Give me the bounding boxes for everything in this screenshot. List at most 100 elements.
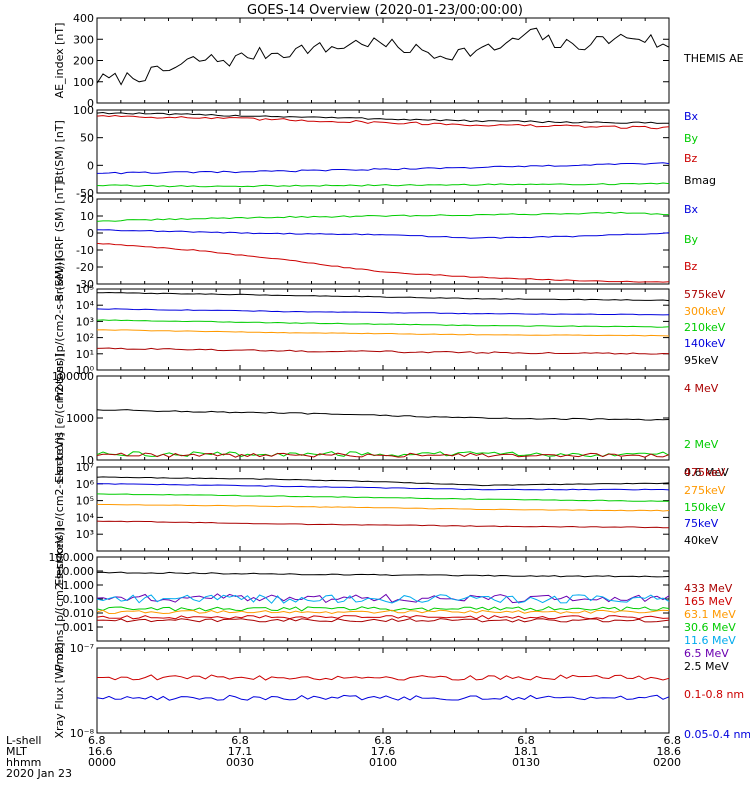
series-line xyxy=(97,28,669,84)
series-line xyxy=(97,616,669,619)
y-tick-label: 10⁴ xyxy=(76,299,95,312)
legend-entry: 140keV xyxy=(684,337,726,350)
y-tick-label: 10 xyxy=(80,210,94,223)
legend-entry: 433 MeV xyxy=(684,582,733,595)
series-line xyxy=(97,484,669,490)
legend-entry: 150keV xyxy=(684,501,726,514)
legend-entry: 300keV xyxy=(684,305,726,318)
y-tick-label: 0.100 xyxy=(63,593,95,606)
y-tick-label: 10⁻⁷ xyxy=(70,642,94,655)
series-line xyxy=(97,163,669,174)
series-line xyxy=(97,572,669,577)
panel-frame xyxy=(97,648,669,733)
y-tick-label: 300 xyxy=(73,33,94,46)
series-line xyxy=(97,607,669,611)
y-tick-label: 10⁷ xyxy=(76,461,94,474)
legend-entry: By xyxy=(684,132,699,145)
y-tick-label: 10³ xyxy=(76,315,94,328)
y-tick-label: 400 xyxy=(73,12,94,25)
legend-entry: 2.5 MeV xyxy=(684,660,729,673)
series-line xyxy=(97,610,669,613)
y-tick-label: 0.010 xyxy=(63,607,95,620)
y-tick-label: 10⁵ xyxy=(76,283,94,296)
series-line xyxy=(97,230,669,239)
y-tick-label: 100 xyxy=(73,76,94,89)
panel-frame xyxy=(97,199,669,284)
y-tick-label: 10⁴ xyxy=(76,511,95,524)
footer-hhmm-value: 0130 xyxy=(512,756,540,769)
legend-entry: 165 MeV xyxy=(684,595,733,608)
y-tick-label: 0 xyxy=(87,159,94,172)
series-line xyxy=(97,410,669,421)
y-tick-label: 10⁶ xyxy=(76,478,95,491)
footer-row-label: 2020 Jan 23 xyxy=(6,767,72,780)
y-axis-label: Xray Flux [W/m2] xyxy=(53,642,66,738)
legend-entry: Bz xyxy=(684,152,698,165)
panel-frame xyxy=(97,467,669,551)
legend-entry: 63.1 MeV xyxy=(684,608,736,621)
legend-entry: 95keV xyxy=(684,354,719,367)
series-line xyxy=(97,243,669,282)
footer-hhmm-value: 0000 xyxy=(88,756,116,769)
y-tick-label: -20 xyxy=(76,261,94,274)
y-tick-label: 100 xyxy=(73,104,94,117)
series-line xyxy=(97,330,669,336)
series-line xyxy=(97,320,669,327)
y-tick-label: -10 xyxy=(76,244,94,257)
y-axis-label: Bt(SM) [nT] xyxy=(53,120,66,183)
series-line xyxy=(97,521,669,528)
footer-hhmm-value: 0030 xyxy=(226,756,254,769)
legend-entry: 30.6 MeV xyxy=(684,621,736,634)
series-line xyxy=(97,695,669,700)
panel-frame xyxy=(97,289,669,370)
legend-entry: 275keV xyxy=(684,484,726,497)
y-tick-label: 10¹ xyxy=(76,348,94,361)
y-axis-label: AE_index [nT] xyxy=(53,23,66,99)
y-tick-label: 0 xyxy=(87,227,94,240)
legend-entry: 2 MeV xyxy=(684,438,719,451)
legend-entry: 0.1-0.8 nm xyxy=(684,688,744,701)
y-tick-label: 10² xyxy=(76,332,94,345)
series-line xyxy=(97,675,669,680)
series-line xyxy=(97,309,669,315)
legend-entry: By xyxy=(684,233,699,246)
y-tick-label: 200 xyxy=(73,55,94,68)
footer-hhmm-value: 0100 xyxy=(369,756,397,769)
y-tick-label: 50 xyxy=(80,132,94,145)
panel-frame xyxy=(97,18,669,103)
y-tick-label: 1.000 xyxy=(63,579,95,592)
legend-entry: 75keV xyxy=(684,517,719,530)
legend-entry: 40keV xyxy=(684,534,719,547)
series-line xyxy=(97,212,669,221)
series-line xyxy=(97,477,669,486)
legend-entry: Bmag xyxy=(684,174,716,187)
series-line xyxy=(97,619,669,622)
footer-hhmm-value: 0200 xyxy=(653,756,681,769)
series-line xyxy=(97,183,669,187)
legend-entry: 6.5 MeV xyxy=(684,647,729,660)
legend-entry: 4 MeV xyxy=(684,382,719,395)
y-tick-label: 1000 xyxy=(66,412,94,425)
legend-entry: Bx xyxy=(684,110,699,123)
legend-entry: Bz xyxy=(684,260,698,273)
legend-entry: 210keV xyxy=(684,321,726,334)
panel-7: 0.0010.0100.1001.00010.000100.000Protons… xyxy=(49,527,737,673)
series-line xyxy=(97,504,669,511)
legend-entry: Bx xyxy=(684,203,699,216)
y-tick-label: 0.001 xyxy=(63,621,95,634)
legend-entry: THEMIS AE xyxy=(683,52,744,65)
legend-entry: 0.05-0.4 nm xyxy=(684,728,750,741)
series-line xyxy=(97,494,669,502)
y-tick-label: 20 xyxy=(80,193,94,206)
y-tick-label: 10³ xyxy=(76,528,94,541)
chart-title: GOES-14 Overview (2020-01-23/00:00:00) xyxy=(247,3,523,18)
legend-entry: 575keV xyxy=(684,288,726,301)
